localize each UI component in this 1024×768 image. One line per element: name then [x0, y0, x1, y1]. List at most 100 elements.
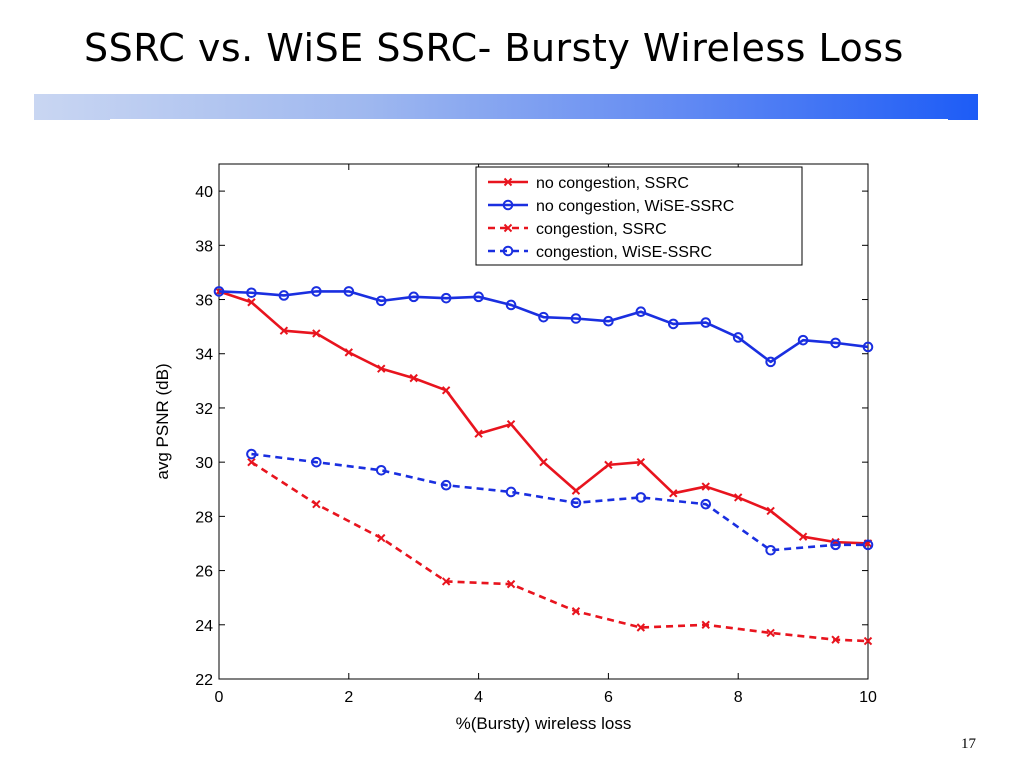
- data-point-x-marker: [344, 348, 354, 357]
- x-tick-label: 4: [474, 689, 483, 706]
- data-point-circle-marker: [505, 486, 517, 498]
- data-point-circle-marker: [668, 318, 679, 330]
- data-point-x-marker: [636, 623, 646, 632]
- data-point-x-marker: [503, 177, 513, 187]
- data-point-x-marker: [312, 329, 321, 338]
- data-point-x-marker: [247, 298, 256, 307]
- data-point-circle-marker: [700, 498, 712, 510]
- data-point-x-marker: [863, 636, 873, 646]
- data-point-x-marker: [733, 493, 743, 502]
- data-point-circle-marker: [635, 492, 647, 503]
- series-3: [247, 457, 873, 646]
- data-point-circle-marker: [278, 290, 290, 301]
- data-point-circle-marker: [505, 299, 517, 311]
- y-tick-label: 36: [195, 293, 213, 310]
- data-point-x-marker: [701, 620, 710, 629]
- x-axis-label: %(Bursty) wireless loss: [456, 714, 632, 733]
- data-point-circle-marker: [830, 539, 841, 551]
- y-tick-label: 38: [195, 238, 213, 255]
- data-point-x-marker: [636, 457, 646, 467]
- data-point-x-marker: [506, 579, 516, 589]
- data-point-circle-marker: [311, 286, 322, 297]
- title-accent-bar: [34, 94, 978, 120]
- legend-label: congestion, SSRC: [536, 221, 667, 238]
- series-line: [251, 452, 868, 552]
- data-point-circle-marker: [408, 291, 420, 303]
- data-point-x-marker: [506, 420, 516, 429]
- data-point-x-marker: [279, 326, 289, 335]
- data-point-circle-marker: [311, 456, 322, 468]
- data-point-x-marker: [503, 223, 513, 233]
- data-point-circle-marker: [440, 479, 452, 491]
- legend: no congestion, SSRC no congestion, WiSE-S…: [475, 166, 803, 266]
- x-tick-label: 8: [734, 689, 743, 706]
- data-point-x-marker: [701, 482, 710, 491]
- data-point-circle-marker: [765, 544, 776, 556]
- y-tick-label: 28: [195, 509, 213, 526]
- y-tick-label: 40: [195, 184, 213, 201]
- slide-title: SSRC vs. WiSE SSRC- Bursty Wireless Loss: [84, 26, 904, 70]
- legend-box: [475, 166, 803, 266]
- legend-label: no congestion, WiSE-SSRC: [536, 198, 734, 215]
- data-point-circle-marker: [246, 448, 257, 460]
- x-tick-label: 2: [344, 689, 353, 706]
- data-point-circle-marker: [538, 311, 549, 323]
- data-point-circle-marker: [375, 295, 387, 307]
- data-point-x-marker: [312, 499, 321, 509]
- data-point-circle-marker: [570, 313, 582, 324]
- x-tick-label: 6: [604, 689, 613, 706]
- data-point-x-marker: [474, 429, 483, 438]
- data-point-circle-marker: [246, 287, 257, 299]
- data-point-x-marker: [247, 457, 256, 467]
- data-point-circle-marker: [343, 286, 355, 297]
- data-point-circle-marker: [830, 337, 841, 349]
- data-point-x-marker: [831, 635, 840, 644]
- data-point-x-marker: [441, 577, 451, 586]
- data-point-circle-marker: [635, 306, 647, 318]
- data-point-x-marker: [377, 533, 386, 543]
- data-point-x-marker: [766, 506, 775, 516]
- data-point-circle-marker: [732, 332, 744, 343]
- data-point-circle-marker: [797, 334, 809, 346]
- data-point-x-marker: [798, 532, 808, 541]
- page-number: 17: [961, 736, 976, 752]
- y-tick-label: 30: [195, 455, 213, 472]
- x-tick-label: 0: [215, 689, 224, 706]
- data-point-circle-marker: [603, 315, 614, 327]
- y-tick-label: 22: [195, 672, 213, 689]
- data-point-circle-marker: [570, 497, 582, 509]
- data-point-circle-marker: [862, 539, 874, 551]
- data-point-x-marker: [604, 460, 613, 470]
- data-point-circle-marker: [502, 245, 514, 257]
- data-point-circle-marker: [502, 199, 514, 211]
- data-point-x-marker: [766, 628, 775, 638]
- data-point-circle-marker: [213, 286, 225, 297]
- y-tick-label: 24: [195, 618, 213, 635]
- series-4: [246, 448, 874, 556]
- y-tick-label: 34: [195, 347, 213, 364]
- data-point-circle-marker: [440, 292, 452, 304]
- y-tick-label: 26: [195, 564, 213, 581]
- series-line: [218, 290, 869, 364]
- data-point-x-marker: [377, 364, 386, 373]
- y-axis-label: avg PSNR (dB): [153, 363, 172, 479]
- legend-label: congestion, WiSE-SSRC: [536, 244, 712, 261]
- data-point-circle-marker: [473, 291, 484, 303]
- series-2: [213, 286, 874, 368]
- x-tick-label: 10: [859, 689, 877, 706]
- legend-label: no congestion, SSRC: [536, 175, 689, 192]
- data-point-circle-marker: [862, 341, 874, 353]
- data-point-x-marker: [539, 457, 548, 467]
- data-point-circle-marker: [375, 464, 387, 476]
- data-point-x-marker: [571, 486, 581, 495]
- data-point-x-marker: [441, 386, 451, 395]
- data-point-x-marker: [409, 373, 418, 383]
- data-point-x-marker: [571, 607, 581, 616]
- y-tick-label: 32: [195, 401, 213, 418]
- series-1: [214, 287, 873, 548]
- title-bar-underline: [110, 119, 948, 121]
- data-point-circle-marker: [700, 317, 712, 328]
- data-point-circle-marker: [765, 356, 776, 368]
- data-point-x-marker: [669, 489, 678, 498]
